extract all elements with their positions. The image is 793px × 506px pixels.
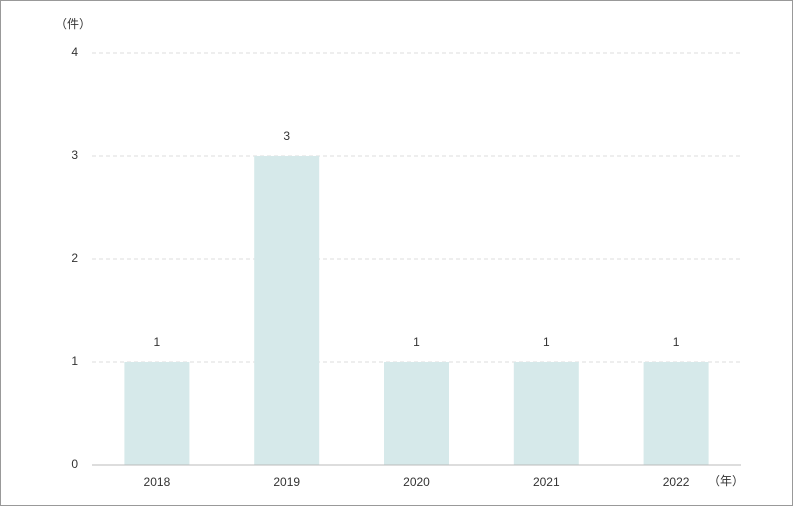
bar: [643, 362, 709, 465]
y-tick-label: 0: [71, 457, 78, 471]
bar: [384, 362, 449, 465]
data-label: 3: [283, 129, 290, 143]
y-axis-label: （件）: [55, 17, 91, 31]
bar: [124, 362, 190, 465]
bar: [254, 156, 320, 465]
y-tick-label: 3: [71, 148, 78, 162]
data-label: 1: [673, 335, 680, 349]
x-tick-label: 2018: [144, 475, 171, 489]
bar: [513, 362, 579, 465]
y-tick-label: 1: [71, 354, 78, 368]
x-tick-label: 2021: [533, 475, 560, 489]
data-label: 1: [543, 335, 550, 349]
y-tick-label: 2: [71, 251, 78, 265]
x-tick-label: 2019: [273, 475, 300, 489]
data-label: 1: [154, 335, 161, 349]
x-axis-label: （年）: [708, 474, 744, 488]
y-tick-label: 4: [71, 45, 78, 59]
data-label: 1: [413, 335, 420, 349]
x-tick-label: 2022: [663, 475, 690, 489]
x-tick-label: 2020: [403, 475, 430, 489]
